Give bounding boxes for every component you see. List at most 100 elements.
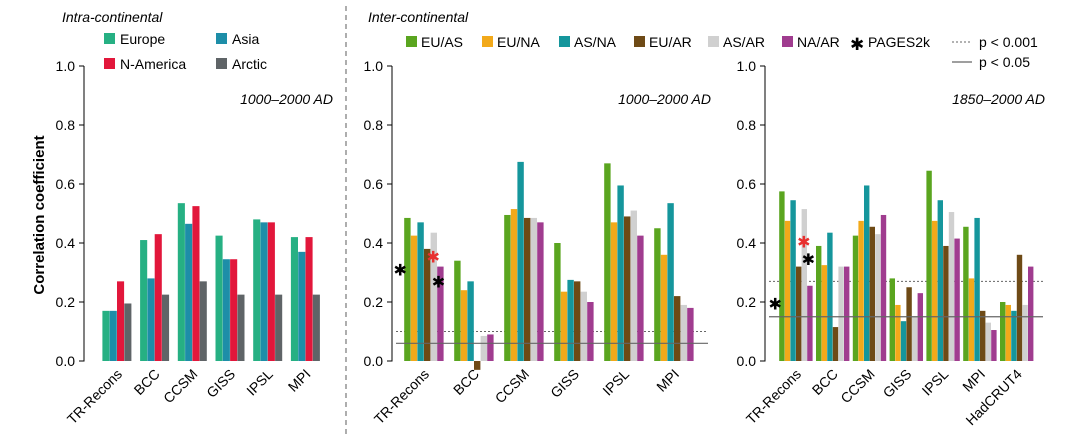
bar-giss-eu-na bbox=[560, 291, 568, 361]
bar-mpi-as-ar bbox=[680, 304, 687, 361]
x-tick-label: BCC bbox=[450, 366, 482, 398]
bar-mpi-na-ar bbox=[687, 307, 694, 361]
legend-swatch-as-na bbox=[559, 36, 570, 47]
y-tick-label: 0.8 bbox=[737, 117, 757, 133]
bar-giss-as-na bbox=[900, 321, 907, 361]
bar-ipsl-na-ar bbox=[954, 238, 960, 361]
y-tick-label: 0.6 bbox=[364, 176, 384, 192]
bar-ccsm-eu-as bbox=[504, 214, 511, 361]
bar-tr-recons-europe bbox=[102, 310, 110, 361]
bar-giss-na-ar bbox=[587, 302, 594, 361]
bar-ccsm-as-na bbox=[864, 185, 870, 361]
bar-hadcrut4-eu-as bbox=[1000, 302, 1006, 361]
x-tick-label: MPI bbox=[653, 366, 682, 395]
y-tick-label: 0.0 bbox=[364, 353, 384, 369]
bar-bcc-eu-as bbox=[454, 260, 461, 361]
bar-giss-n-america bbox=[230, 259, 238, 361]
bar-tr-recons-eu-as bbox=[404, 217, 411, 361]
bar-ccsm-as-ar bbox=[875, 234, 881, 361]
bar-tr-recons-n-america bbox=[117, 281, 125, 361]
y-tick-label: 0.8 bbox=[56, 117, 76, 133]
bar-ccsm-arctic bbox=[199, 281, 207, 361]
bar-ipsl-n-america bbox=[267, 222, 275, 361]
bar-giss-eu-ar bbox=[906, 287, 912, 361]
y-tick-label: 0.2 bbox=[737, 294, 757, 310]
legend-label-eu-ar: EU/AR bbox=[649, 34, 692, 50]
bar-tr-recons-as-ar bbox=[801, 209, 807, 361]
bar-giss-as-ar bbox=[580, 291, 587, 361]
bar-giss-as-ar bbox=[912, 316, 918, 361]
bar-ccsm-eu-ar bbox=[524, 217, 531, 361]
bar-bcc-arctic bbox=[162, 294, 170, 362]
legend-swatch-arctic bbox=[216, 58, 227, 69]
legend-label-europe: Europe bbox=[120, 31, 165, 47]
y-axis-label: Correlation coefficient bbox=[31, 135, 48, 294]
bar-mpi-arctic bbox=[312, 294, 320, 362]
panel-a-period-label: 1000–2000 AD bbox=[240, 91, 333, 107]
bar-giss-eu-ar bbox=[574, 281, 581, 361]
bar-bcc-n-america bbox=[154, 234, 162, 361]
legend-label-p001: p < 0.001 bbox=[979, 34, 1038, 50]
bar-ipsl-as-ar bbox=[948, 212, 955, 361]
y-tick-label: 0.4 bbox=[364, 235, 384, 251]
y-tick-label: 1.0 bbox=[364, 58, 384, 74]
legend-swatch-asia bbox=[216, 33, 227, 44]
y-tick-label: 0.0 bbox=[737, 353, 757, 369]
bar-tr-recons-as-na bbox=[790, 200, 796, 361]
bar-ccsm-eu-na bbox=[510, 209, 518, 361]
bar-bcc-eu-ar bbox=[832, 327, 839, 361]
x-tick-label: IPSL bbox=[919, 366, 952, 399]
bar-ccsm-n-america bbox=[192, 206, 200, 362]
bar-hadcrut4-as-na bbox=[1011, 310, 1017, 361]
x-tick-label: TR-Recons bbox=[743, 366, 804, 427]
intra-legend: Europe Asia N-America Arctic bbox=[104, 31, 267, 72]
panel-1: 0.0 0.2 0.4 0.6 0.8 1.0 TR-Recons BCC CCSM GISS IP… bbox=[364, 58, 708, 427]
x-tick-label: MPI bbox=[959, 366, 988, 395]
legend-label-n-america: N-America bbox=[120, 56, 186, 72]
legend-label-asia: Asia bbox=[232, 31, 259, 47]
legend-swatch-n-america bbox=[104, 58, 115, 69]
inter-legend: EU/AS EU/NA AS/NA EU/AR AS/AR NA/AR ✱ PA… bbox=[406, 34, 1038, 70]
bar-bcc-as-na bbox=[827, 232, 833, 361]
bar-mpi-eu-as bbox=[654, 228, 661, 361]
legend-swatch-eu-ar bbox=[634, 36, 645, 47]
bar-ipsl-eu-as bbox=[926, 170, 932, 361]
legend-label-eu-na: EU/NA bbox=[497, 34, 540, 50]
x-tick-label: GISS bbox=[880, 366, 915, 401]
bar-bcc-europe bbox=[140, 240, 148, 361]
bar-giss-europe bbox=[215, 235, 223, 362]
bar-ccsm-na-ar bbox=[880, 214, 887, 361]
bar-mpi-eu-na bbox=[968, 278, 975, 361]
bar-hadcrut4-eu-ar bbox=[1016, 254, 1023, 361]
bar-giss-as-na bbox=[567, 279, 574, 362]
bar-bcc-eu-as bbox=[816, 245, 822, 361]
legend-swatch-na-ar bbox=[782, 36, 793, 47]
bar-ccsm-asia bbox=[185, 223, 193, 361]
bar-ccsm-europe bbox=[177, 203, 185, 361]
bar-tr-recons-eu-na bbox=[784, 220, 791, 362]
bar-tr-recons-as-na bbox=[417, 222, 424, 361]
bar-ipsl-eu-na bbox=[932, 220, 938, 362]
legend-swatch-as-ar bbox=[708, 36, 719, 47]
bar-tr-recons-eu-na bbox=[410, 235, 418, 362]
bar-hadcrut4-eu-na bbox=[1005, 304, 1011, 361]
bar-ipsl-na-ar bbox=[637, 235, 644, 362]
bar-ipsl-as-na bbox=[937, 200, 943, 361]
bar-tr-recons-as-ar bbox=[430, 232, 437, 361]
bar-ipsl-eu-ar bbox=[624, 216, 631, 361]
y-tick-label: 0.4 bbox=[737, 235, 757, 251]
legend-label-eu-as: EU/AS bbox=[421, 34, 463, 50]
bar-mpi-eu-as bbox=[963, 226, 969, 361]
bar-giss-eu-na bbox=[895, 304, 901, 361]
bar-mpi-na-ar bbox=[991, 330, 997, 361]
x-tick-label: GISS bbox=[203, 366, 238, 401]
x-tick-label: IPSL bbox=[243, 366, 276, 399]
bar-tr-recons-na-ar bbox=[437, 266, 444, 361]
x-tick-label: BCC bbox=[809, 366, 841, 398]
x-tick-label: TR-Recons bbox=[371, 366, 432, 427]
panel-b-period-label: 1000–2000 AD bbox=[618, 91, 711, 107]
bar-mpi-eu-ar bbox=[980, 310, 986, 361]
bar-giss-eu-as bbox=[554, 243, 561, 361]
